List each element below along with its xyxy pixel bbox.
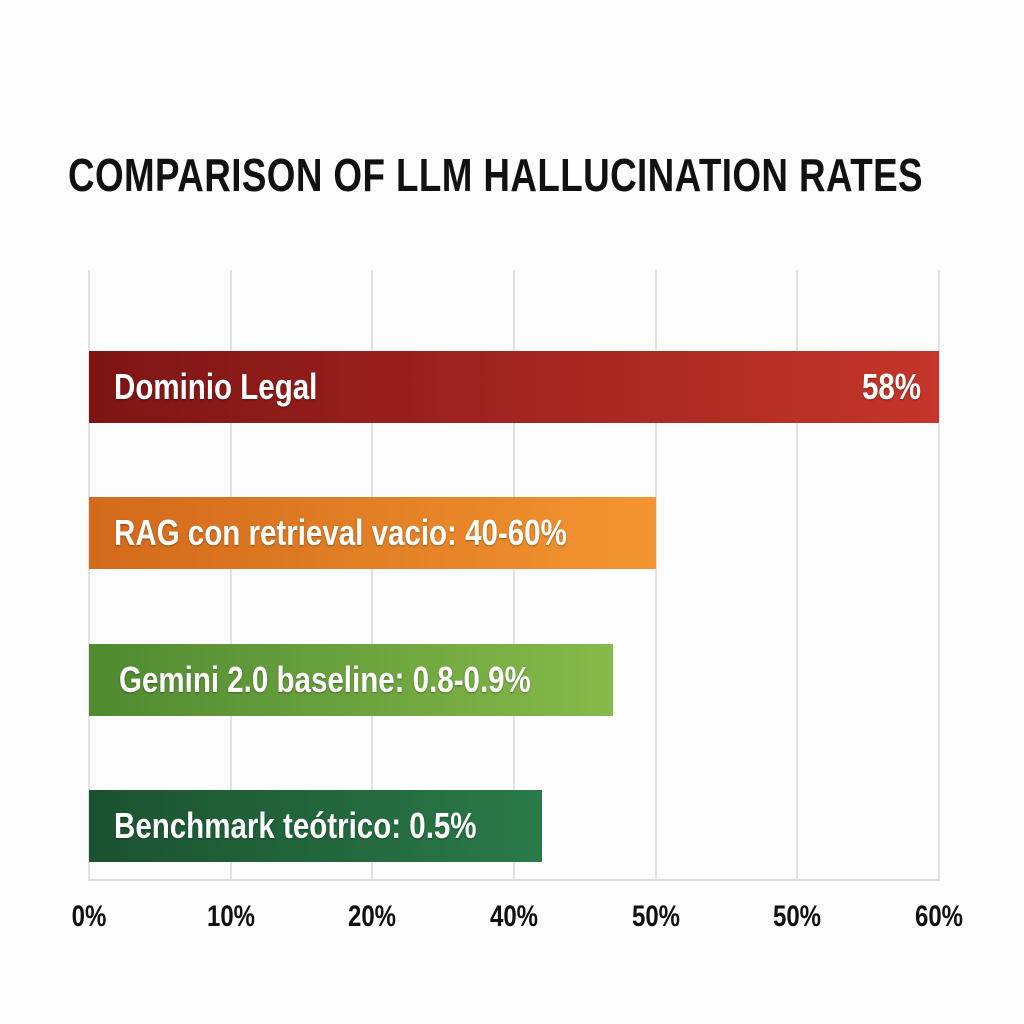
gridline — [513, 270, 515, 880]
gridline — [938, 270, 940, 880]
gridline — [88, 270, 90, 880]
bar-label: Gemini 2.0 baseline: 0.8-0.9% — [119, 659, 531, 700]
bar: Dominio Legal 58% — [89, 351, 939, 423]
gridline — [654, 270, 657, 880]
x-tick-label: 40% — [489, 900, 539, 933]
bar-label: Dominio Legal — [114, 366, 318, 407]
bar-label: RAG con retrieval vacio: 40-60% — [114, 512, 567, 553]
x-tick-label: 50% — [773, 900, 822, 933]
x-tick-label: 0% — [71, 900, 107, 933]
data-label: 58% — [861, 366, 921, 407]
gridline — [796, 270, 799, 880]
chart-title: COMPARISON OF LLM HALLUCINATION RATES — [68, 149, 924, 201]
bar: RAG con retrieval vacio: 40-60% — [89, 497, 656, 569]
bar-label: Benchmark teótrico: 0.5% — [114, 805, 477, 846]
x-axis-line — [88, 879, 940, 881]
bar: Gemini 2.0 baseline: 0.8-0.9% — [89, 644, 614, 716]
x-tick-label: 20% — [348, 900, 397, 933]
x-tick-label: 10% — [206, 900, 255, 933]
x-tick-label: 60% — [914, 900, 964, 933]
gridline — [371, 270, 374, 880]
x-tick-label: 50% — [631, 900, 680, 933]
bar: Benchmark teótrico: 0.5% — [89, 790, 543, 862]
gridline — [229, 270, 232, 880]
